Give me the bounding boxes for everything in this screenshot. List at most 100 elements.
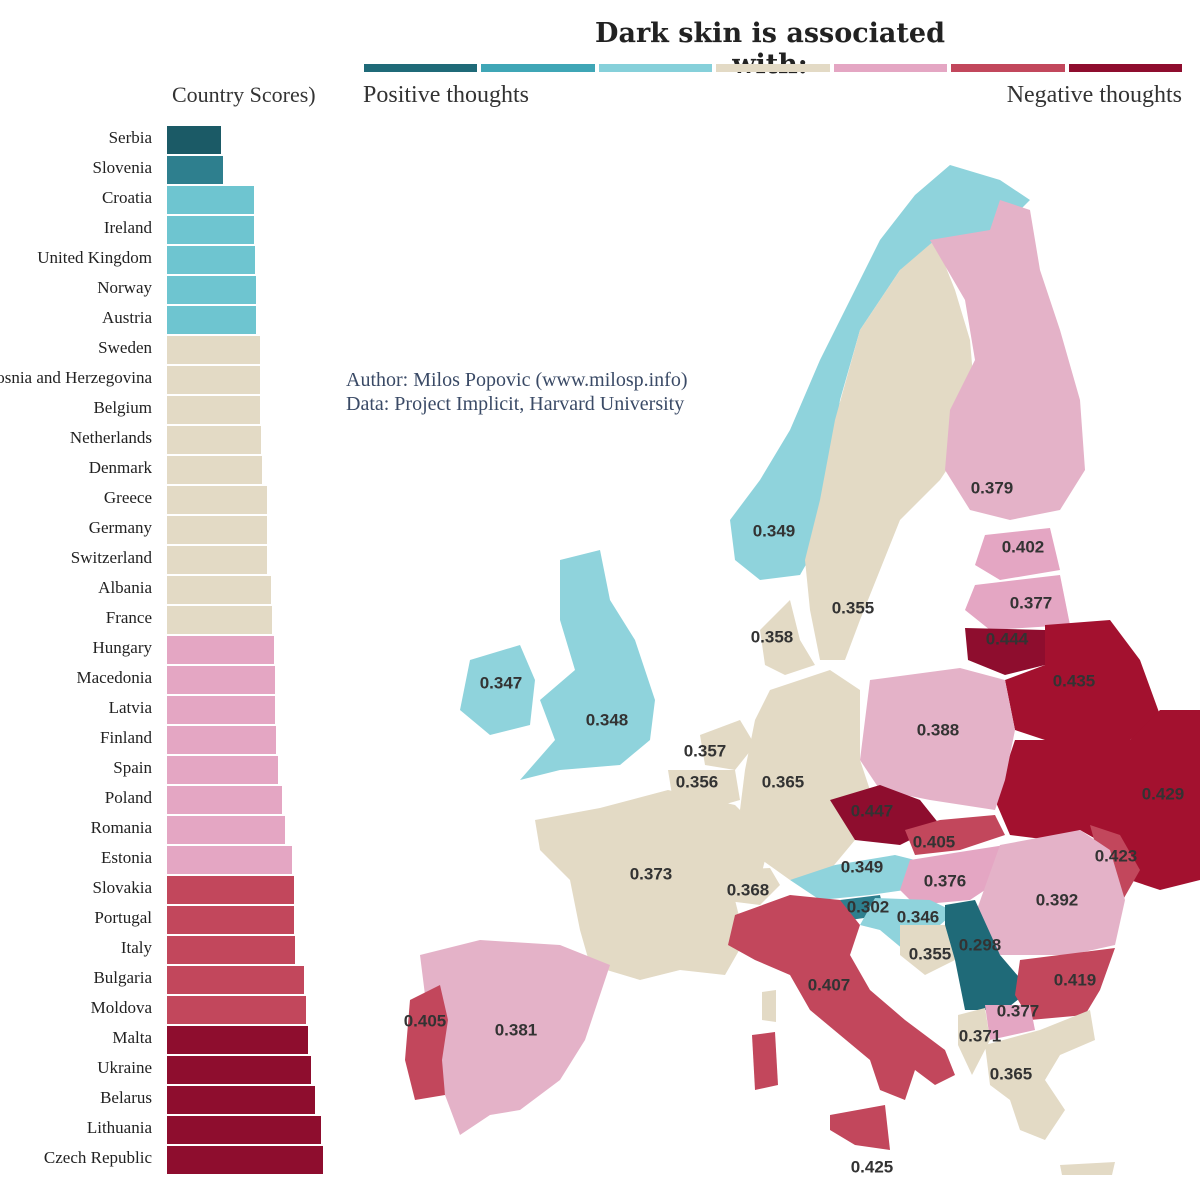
- bar-country-label: Greece: [103, 488, 152, 507]
- bar: [167, 366, 260, 394]
- bar-row: Belgium: [0, 396, 340, 424]
- bar: [167, 1116, 321, 1144]
- region-netherlands: [700, 720, 755, 770]
- bar-country-label: Belgium: [93, 398, 152, 417]
- bar: [167, 726, 277, 754]
- bar: [167, 936, 296, 964]
- bar-row: Ukraine: [0, 1056, 340, 1084]
- map-value-label: 0.419: [1054, 970, 1097, 989]
- bar-row: France: [0, 606, 340, 634]
- legend-positive-label: Positive thoughts: [363, 82, 530, 108]
- bar-country-label: Portugal: [94, 908, 152, 927]
- legend-swatch: [364, 64, 478, 72]
- bar: [167, 636, 275, 664]
- map-value-label: 0.405: [404, 1011, 447, 1030]
- bar: [167, 156, 224, 184]
- bar-row: Estonia: [0, 846, 340, 874]
- legend-swatch: [598, 64, 713, 72]
- author-credit: Author: Milos Popovic (www.milosp.info): [346, 369, 688, 391]
- country-scores-title: Country Scores): [172, 82, 316, 107]
- bar: [167, 186, 254, 214]
- bar-row: Romania: [0, 816, 340, 844]
- map-value-label: 0.298: [959, 935, 1002, 954]
- bar-country-label: Switzerland: [70, 548, 152, 567]
- region-austria: [790, 855, 915, 900]
- bar: [167, 876, 295, 904]
- bar: [167, 696, 275, 724]
- region-lithuania: [965, 628, 1045, 675]
- bar-row: Latvia: [0, 696, 340, 724]
- bar: [167, 396, 261, 424]
- bar-country-label: Hungary: [92, 638, 152, 657]
- region-albania: [958, 1008, 990, 1075]
- bar-country-label: Lithuania: [86, 1118, 152, 1137]
- bar: [167, 456, 262, 484]
- bar: [167, 816, 286, 844]
- bar-country-label: Latvia: [108, 698, 152, 717]
- bar-row: Finland: [0, 726, 340, 754]
- region-serbia: [945, 900, 1030, 1010]
- map-value-label: 0.447: [851, 801, 894, 820]
- bar-row: Belarus: [0, 1086, 340, 1114]
- map-value-label: 0.356: [676, 772, 719, 791]
- bar-country-label: Denmark: [88, 458, 152, 477]
- map-value-label: 0.405: [913, 832, 956, 851]
- region-slovakia: [905, 815, 1005, 855]
- map-value-label: 0.365: [990, 1064, 1033, 1083]
- bar-row: United Kingdom: [0, 246, 340, 274]
- color-legend: [364, 64, 1182, 72]
- region-ireland: [460, 645, 535, 735]
- bar-row: Sweden: [0, 336, 340, 364]
- bar-country-label: Slovakia: [92, 878, 153, 897]
- map-value-label: 0.425: [851, 1157, 894, 1176]
- bar-row: Malta: [0, 1026, 340, 1054]
- bar-country-label: Bulgaria: [93, 968, 152, 987]
- legend-swatch: [716, 64, 830, 72]
- bar: [167, 1146, 323, 1174]
- map-value-label: 0.368: [727, 880, 770, 899]
- bar-country-label: Bosnia and Herzegovina: [0, 368, 152, 387]
- region-portugal: [405, 985, 448, 1100]
- bar-row: Spain: [0, 756, 340, 784]
- region-france: [535, 790, 770, 980]
- map-value-label: 0.381: [495, 1020, 538, 1039]
- bar-country-label: Malta: [112, 1028, 152, 1047]
- bar-country-label: Serbia: [108, 128, 152, 147]
- bar: [167, 1056, 311, 1084]
- bar: [167, 216, 255, 244]
- bar-row: Lithuania: [0, 1116, 340, 1144]
- bar-row: Albania: [0, 576, 340, 604]
- bar-country-label: Italy: [120, 938, 152, 957]
- bar-country-label: Sweden: [98, 338, 152, 357]
- map-value-label: 0.348: [586, 710, 629, 729]
- bar-row: Macedonia: [0, 666, 340, 694]
- credit-block: Author: Milos Popovic (www.milosp.info) …: [346, 368, 687, 416]
- map-value-label: 0.302: [847, 897, 890, 916]
- bar: [167, 906, 295, 934]
- region-sweden: [805, 240, 975, 660]
- bar-row: Netherlands: [0, 426, 340, 454]
- region-romania: [975, 830, 1125, 955]
- bar-row: Poland: [0, 786, 340, 814]
- region-italy: [728, 895, 955, 1100]
- bar: [167, 606, 273, 634]
- bar: [167, 1086, 315, 1114]
- map-value-label: 0.371: [959, 1026, 1002, 1045]
- bar-country-label: Belarus: [100, 1088, 152, 1107]
- map-value-label: 0.365: [762, 772, 805, 791]
- region-bulgaria: [1015, 948, 1115, 1020]
- map-value-label: 0.407: [808, 975, 851, 994]
- map-value-label: 0.435: [1053, 671, 1096, 690]
- bar: [167, 846, 293, 874]
- bar-country-label: Spain: [113, 758, 152, 777]
- region-crete: [1060, 1162, 1115, 1175]
- bar-country-label: Norway: [97, 278, 152, 297]
- bar: [167, 546, 267, 574]
- bar: [167, 306, 256, 334]
- legend-swatch: [1068, 64, 1182, 72]
- region-germany: [740, 670, 870, 880]
- bar-row: Denmark: [0, 456, 340, 484]
- bar-row: Ireland: [0, 216, 340, 244]
- map-value-label: 0.444: [986, 629, 1029, 648]
